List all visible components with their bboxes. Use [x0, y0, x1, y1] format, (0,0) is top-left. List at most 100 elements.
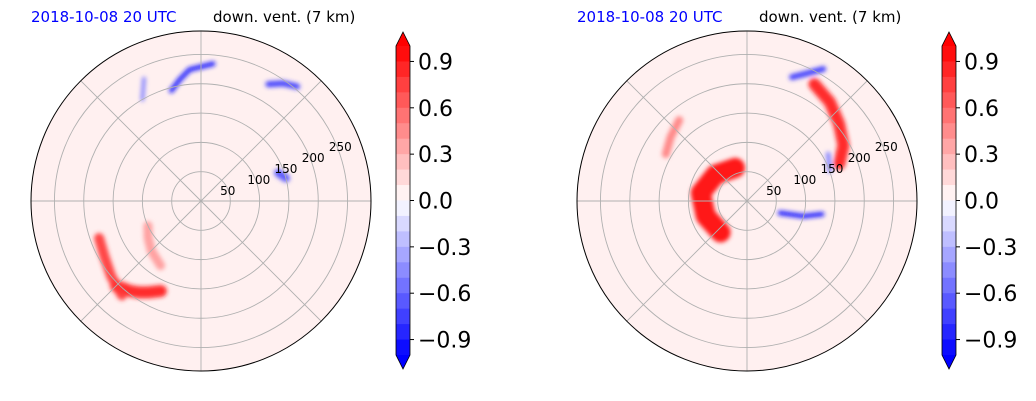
feature-west-cells — [140, 76, 146, 102]
colorbar-tick-label: 0.0 — [418, 190, 453, 215]
feature-north-blob — [274, 168, 290, 183]
feature-east-cells — [777, 210, 825, 219]
colorbar-tick-label: 0.3 — [418, 143, 453, 168]
colorbar-segment — [942, 246, 956, 263]
polar-grid — [577, 31, 917, 371]
colorbar-segment — [396, 169, 410, 186]
polar-heatmap-right: 50 100 150 200 250 0.9 0.6 0.3 0.0 −0.3 −0.6 −0.9 — [576, 30, 1017, 372]
colorbar-segment — [942, 262, 956, 279]
polar-border — [30, 30, 372, 372]
colorbar-segment — [942, 200, 956, 217]
colorbar-segment — [396, 123, 410, 140]
azimuth-spoke — [200, 200, 322, 322]
azimuth-spoke — [626, 80, 748, 202]
colorbar-segment — [942, 123, 956, 140]
azimuth-spoke — [80, 200, 202, 322]
colorbar-tick-label: 0.6 — [418, 97, 453, 122]
feature-outer-southeast-band — [808, 78, 850, 170]
chart-panel-left: 2018-10-08 20 UTC down. vent. (7 km) 50 1… — [30, 8, 471, 372]
colorbar-tick-label: −0.3 — [964, 236, 1017, 261]
colorbar-tick-label: 0.3 — [964, 143, 999, 168]
colorbar: 0.9 0.6 0.3 0.0 −0.3 −0.6 −0.9 — [941, 31, 1017, 370]
colorbar: 0.9 0.6 0.3 0.0 −0.3 −0.6 −0.9 — [395, 31, 471, 370]
ring-label: 150 — [821, 162, 844, 176]
azimuth-spoke — [80, 80, 202, 202]
polar-border — [576, 30, 918, 372]
colorbar-segment — [396, 61, 410, 78]
colorbar-segment — [942, 107, 956, 124]
colorbar-tick-label: 0.9 — [964, 50, 999, 75]
colorbar-extend-max — [942, 32, 956, 46]
ring-label: 150 — [275, 162, 298, 176]
colorbar-tick-label: 0.0 — [964, 190, 999, 215]
colorbar-segment — [396, 324, 410, 341]
chart-title-variable: down. vent. (7 km) — [759, 8, 902, 26]
azimuth-spoke — [746, 200, 868, 322]
polar-heatmap-left: 50 100 150 200 250 0.9 0.6 0.3 0.0 −0.3 −0.6 −0.9 — [30, 30, 471, 372]
colorbar-segment — [396, 154, 410, 171]
colorbar-segment — [942, 185, 956, 201]
chart-panel-right: 2018-10-08 20 UTC down. vent. (7 km) 50 1… — [546, 0, 1036, 401]
chart-title-variable: down. vent. (7 km) — [213, 8, 356, 26]
colorbar-extend-min — [396, 355, 410, 369]
polar-grid — [31, 31, 371, 371]
colorbar-segment — [942, 46, 956, 62]
colorbar-tick-label: −0.9 — [964, 329, 1017, 354]
feature-inner-eyewall — [690, 157, 745, 243]
ring-label: 100 — [247, 173, 270, 187]
colorbar-segment — [396, 246, 410, 263]
colorbar-segment — [942, 92, 956, 109]
colorbar-segment — [396, 215, 410, 232]
colorbar-segment — [942, 61, 956, 78]
colorbar-segment — [396, 231, 410, 248]
chart-title-date: 2018-10-08 20 UTC — [31, 8, 177, 26]
colorbar-segment — [396, 92, 410, 109]
colorbar-tick-label: 0.9 — [418, 50, 453, 75]
colorbar-segment — [396, 200, 410, 217]
azimuth-spoke — [200, 80, 322, 202]
colorbar-outline — [941, 31, 957, 370]
colorbar-segment — [396, 76, 410, 93]
colorbar-segment — [942, 169, 956, 186]
colorbar-segment — [942, 339, 956, 356]
colorbar-tick-label: −0.3 — [418, 236, 471, 261]
ring-label: 250 — [875, 140, 898, 154]
colorbar-segment — [396, 308, 410, 325]
chart-title-date: 2018-10-08 20 UTC — [577, 8, 723, 26]
azimuth-spoke — [746, 80, 868, 202]
colorbar-segment — [942, 277, 956, 294]
ring-label: 50 — [220, 184, 235, 198]
ring-label: 50 — [766, 184, 781, 198]
feature-southeast-cells — [825, 151, 833, 174]
colorbar-segment — [396, 46, 410, 62]
colorbar-outline — [395, 31, 411, 370]
ring-label: 200 — [848, 151, 871, 165]
colorbar-segment — [396, 293, 410, 310]
colorbar-segment — [396, 277, 410, 294]
feature-northwest-band — [661, 116, 684, 159]
colorbar-segment — [396, 107, 410, 124]
colorbar-tick-label: −0.6 — [418, 282, 471, 307]
colorbar-segment — [396, 262, 410, 279]
colorbar-tick-label: −0.9 — [418, 329, 471, 354]
colorbar-segment — [942, 231, 956, 248]
colorbar-extend-max — [396, 32, 410, 46]
colorbar-segment — [942, 215, 956, 232]
ring-label: 200 — [302, 151, 325, 165]
heatmap-features — [661, 66, 850, 243]
ring-label: 100 — [793, 173, 816, 187]
feature-northeast-cells — [789, 66, 827, 81]
colorbar-tick-label: 0.6 — [964, 97, 999, 122]
feature-west-band — [143, 221, 166, 271]
ring-label: 250 — [329, 140, 352, 154]
colorbar-extend-min — [942, 355, 956, 369]
colorbar-segment — [942, 324, 956, 341]
azimuth-spoke — [626, 200, 748, 322]
colorbar-segment — [942, 138, 956, 155]
colorbar-segment — [396, 185, 410, 201]
colorbar-segment — [396, 138, 410, 155]
colorbar-segment — [396, 339, 410, 356]
colorbar-segment — [942, 308, 956, 325]
colorbar-tick-label: −0.6 — [964, 282, 1017, 307]
feature-northeast-cells — [265, 80, 301, 90]
